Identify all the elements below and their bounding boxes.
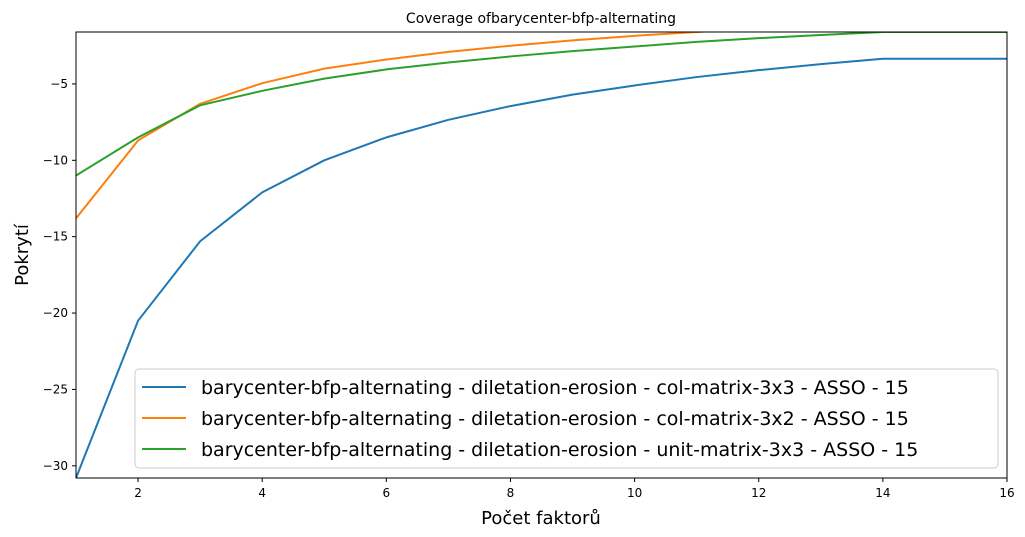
legend: barycenter-bfp-alternating - diletation-… <box>134 368 999 469</box>
y-axis: −30 −25 −20 −15 −10 −5 <box>43 77 76 473</box>
series-line-3 <box>76 32 1007 177</box>
x-axis-label: Počet faktorů <box>481 508 601 529</box>
x-tick-label: 2 <box>134 486 142 500</box>
y-tick-label: −30 <box>43 459 68 473</box>
x-axis: 2 4 6 8 10 12 14 16 <box>134 478 1015 500</box>
legend-label-3: barycenter-bfp-alternating - diletation-… <box>201 439 918 461</box>
x-tick-label: 10 <box>627 486 642 500</box>
y-tick-label: −15 <box>43 230 68 244</box>
series-line-1 <box>76 57 1007 478</box>
x-tick-label: 6 <box>383 486 391 500</box>
chart-title: Coverage ofbarycenter-bfp-alternating <box>406 11 676 27</box>
plot-frame <box>75 31 1008 479</box>
x-tick-label: 14 <box>875 486 890 500</box>
y-tick-label: −5 <box>50 77 68 91</box>
x-tick-label: 16 <box>999 486 1014 500</box>
legend-box <box>134 368 999 469</box>
x-tick-label: 8 <box>507 486 515 500</box>
x-tick-label: 4 <box>258 486 266 500</box>
y-tick-label: −20 <box>43 306 68 320</box>
x-tick-label: 12 <box>751 486 766 500</box>
y-tick-label: −25 <box>43 382 68 396</box>
legend-label-1: barycenter-bfp-alternating - diletation-… <box>201 377 909 399</box>
legend-label-2: barycenter-bfp-alternating - diletation-… <box>201 408 909 430</box>
y-tick-label: −10 <box>43 153 68 167</box>
y-axis-label: Pokrytí <box>12 223 33 286</box>
series-layer <box>76 32 1007 478</box>
series-line-2 <box>76 32 716 219</box>
